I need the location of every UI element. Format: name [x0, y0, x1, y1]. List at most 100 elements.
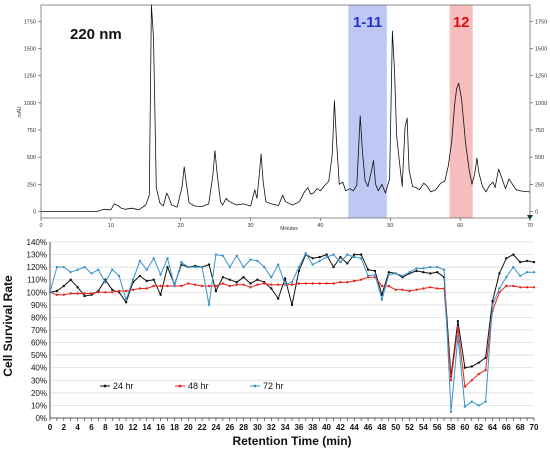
y-tick-label: 60% — [31, 339, 47, 348]
data-point — [325, 255, 328, 259]
chromatogram-y-axis-label: mAU — [17, 106, 23, 118]
x-tick-label: 16 — [156, 423, 165, 432]
y-tick-label: 110% — [27, 276, 47, 285]
data-point — [194, 265, 197, 269]
data-point — [311, 263, 314, 266]
data-point — [429, 272, 432, 275]
chromatogram-y-tick-label: 0 — [535, 209, 538, 215]
data-point — [214, 253, 218, 256]
x-tick-label: 58 — [447, 423, 456, 432]
data-point — [325, 282, 328, 285]
data-point — [332, 282, 335, 285]
chromatogram-y-tick-label: 1000 — [535, 101, 547, 107]
data-point — [311, 282, 314, 285]
data-point — [290, 303, 294, 307]
data-point — [456, 326, 460, 329]
data-point — [373, 273, 377, 276]
data-point — [194, 283, 197, 286]
data-point — [62, 265, 65, 269]
cell-survival-panel: 0%10%20%30%40%50%60%70%80%90%100%110%120… — [1, 238, 539, 448]
x-tick-label: 12 — [129, 423, 138, 432]
legend-marker — [253, 384, 257, 388]
highlight-region-label: 1-11 — [353, 14, 382, 31]
data-point — [297, 269, 301, 273]
x-tick-label: 18 — [170, 423, 179, 432]
y-tick-label: 70% — [31, 326, 47, 335]
data-point — [200, 284, 204, 288]
data-point — [207, 263, 211, 266]
y-tick-label: 130% — [27, 251, 47, 260]
data-point — [422, 271, 425, 274]
data-point — [152, 257, 155, 260]
data-point — [325, 253, 328, 256]
x-tick-label: 60 — [460, 423, 469, 432]
data-point — [380, 284, 384, 288]
data-point — [117, 274, 121, 278]
data-point — [366, 274, 370, 278]
chromatogram-y-tick-label: 1750 — [24, 19, 36, 25]
data-point — [449, 410, 453, 413]
data-point — [249, 286, 252, 289]
data-point — [484, 400, 487, 403]
data-point — [512, 284, 515, 288]
legend: 24 hr 48 hr 72 hr — [100, 381, 284, 391]
data-point — [304, 252, 307, 255]
data-point — [491, 299, 494, 303]
data-point — [159, 273, 162, 276]
data-point — [532, 260, 536, 264]
data-point — [97, 268, 100, 271]
data-point — [505, 257, 508, 260]
highlight-region — [449, 5, 473, 218]
data-point — [394, 288, 397, 291]
data-point — [532, 286, 536, 289]
data-point — [159, 284, 162, 288]
x-tick-label: 14 — [142, 423, 151, 432]
chromatogram-y-tick-label: 0 — [33, 209, 36, 215]
wavelength-annotation: 220 nm — [70, 26, 122, 43]
data-point — [512, 253, 515, 256]
chromatogram-trace — [41, 4, 531, 212]
x-tick-label: 50 — [391, 423, 400, 432]
data-point — [394, 272, 397, 275]
data-point — [318, 255, 321, 259]
data-point — [166, 265, 169, 269]
data-point — [359, 253, 363, 256]
data-point — [290, 281, 294, 284]
data-point — [69, 292, 72, 295]
data-point — [214, 289, 218, 293]
data-point — [138, 287, 142, 290]
data-point — [256, 283, 259, 286]
data-point — [463, 385, 467, 388]
data-point — [346, 281, 349, 284]
data-point — [83, 294, 86, 298]
data-point — [97, 291, 100, 294]
data-point — [221, 282, 225, 285]
legend-label: 72 hr — [263, 381, 284, 391]
data-point — [387, 273, 390, 276]
data-point — [304, 282, 307, 285]
data-point — [111, 291, 114, 294]
data-point — [346, 262, 349, 265]
data-point — [166, 257, 169, 260]
x-tick-label: 28 — [239, 423, 248, 432]
x-tick-label: 2 — [62, 423, 67, 432]
data-point — [242, 276, 245, 279]
x-tick-label: 10 — [115, 423, 124, 432]
x-tick-label: 56 — [433, 423, 442, 432]
data-point — [242, 265, 245, 269]
data-point — [422, 267, 425, 270]
y-tick-label: 40% — [31, 364, 47, 373]
data-point — [477, 372, 480, 376]
legend-marker — [178, 384, 182, 388]
data-point — [138, 274, 142, 278]
data-point — [200, 265, 204, 269]
data-point — [76, 292, 79, 295]
legend-label: 24 hr — [113, 381, 134, 391]
chromatogram-x-tick-label: 40 — [317, 223, 323, 229]
data-point — [235, 254, 238, 257]
cell-survival-x-axis-label: Retention Time (min) — [232, 434, 351, 448]
x-tick-label: 40 — [322, 423, 331, 432]
data-point — [442, 268, 446, 271]
